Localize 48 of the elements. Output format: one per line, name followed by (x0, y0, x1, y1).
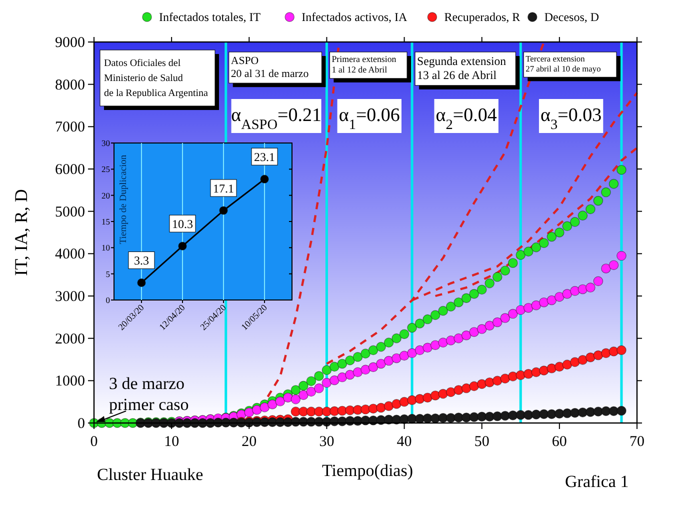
y-tick-label: 4000 (55, 246, 85, 263)
ref-line-label: Segunda extension 13 al 26 de Abril (417, 54, 506, 82)
y-axis-title: IT, IA, R, D (11, 189, 31, 276)
x-tick-label: 20 (242, 434, 257, 450)
y-tick-label: 9000 (55, 35, 85, 51)
y-tick-label: 2000 (55, 331, 85, 348)
y-tick-label: 10 (102, 242, 110, 253)
y-tick-label: 0 (106, 295, 110, 305)
y-axis-title: Tiempo de Duplicacion (119, 154, 129, 244)
x-tick-label: 70 (630, 434, 644, 450)
x-tick-label: 0 (90, 434, 98, 450)
y-tick-label: 15 (102, 216, 110, 226)
x-tick-label: 50 (474, 434, 490, 450)
y-tick-label: 5000 (55, 204, 85, 220)
y-tick-label: 3000 (55, 289, 85, 305)
x-axis-title: Tiempo(dias) (322, 461, 413, 480)
y-tick-label: 1000 (55, 374, 85, 390)
ref-line-label: ASPO 20 al 31 de marzo (230, 54, 310, 80)
data-label: 3.3 (134, 254, 149, 268)
y-tick-label: 30 (102, 138, 110, 148)
text: Grafica 1 (565, 472, 629, 491)
data-label: 10.3 (172, 217, 193, 232)
annotation: Datos Oficiales del Ministerio de Salud de la Republica Argentina (104, 58, 209, 99)
data-label: 17.1 (213, 182, 234, 196)
x-tick-label: 60 (552, 434, 567, 450)
x-tick-label: 40 (396, 434, 412, 450)
y-tick-label: 0 (78, 416, 85, 432)
y-tick-label: 6000 (55, 162, 85, 178)
data-label: 23.1 (254, 150, 276, 164)
text: Cluster Huauke (97, 465, 204, 484)
annotation: α$_{2}$=0.04 (436, 105, 498, 133)
legend-label: Infectados activos, IA (302, 10, 408, 24)
x-tick-label: 30 (319, 434, 334, 450)
annotation: α$_{ASPO}$=0.21 (231, 105, 322, 133)
x-tick-label: 10 (164, 434, 180, 450)
annotation: 3 de marzo primer caso (109, 374, 189, 414)
annotation: α$_{3}$=0.03 (540, 105, 602, 133)
y-tick-label: 25 (102, 164, 110, 174)
legend-label: Infectados totales, IT (159, 10, 262, 24)
ref-line-label: Tercera extension 27 abril al 10 de mayo (526, 54, 601, 74)
annotation: α$_{1}$=0.06 (338, 105, 400, 133)
legend-label: Recuperados, R (444, 10, 520, 24)
y-tick-label: 8000 (55, 77, 85, 94)
y-tick-label: 5 (106, 268, 110, 279)
legend-label: Decesos, D (544, 10, 600, 24)
y-tick-label: 7000 (55, 120, 85, 136)
ref-line-label: Primera extension 1 al 12 de Abril (332, 54, 397, 75)
y-tick-label: 20 (102, 190, 110, 200)
